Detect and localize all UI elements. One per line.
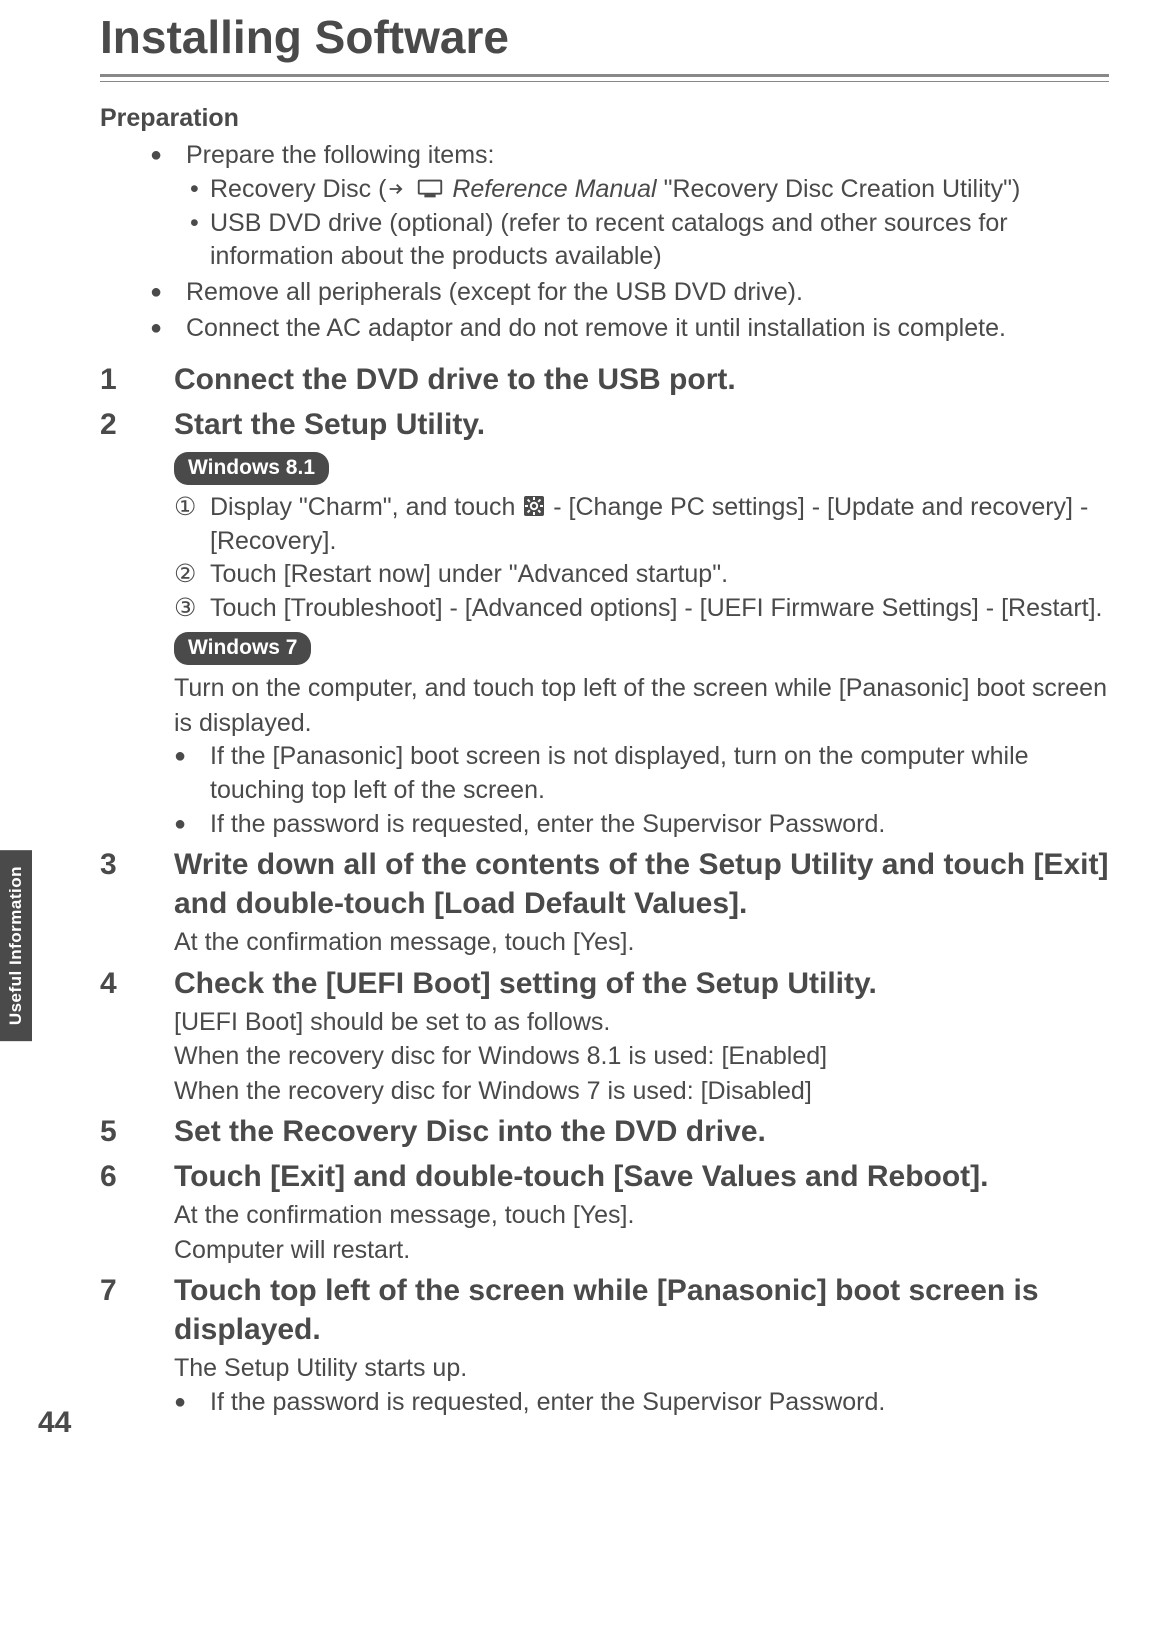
step-title: Check the [UEFI Boot] setting of the Set… [174,964,1109,1003]
preparation-list: Prepare the following items: Recovery Di… [100,139,1109,346]
step-title: Connect the DVD drive to the USB port. [174,360,1109,399]
step-number: 1 [100,360,174,401]
step-title: Set the Recovery Disc into the DVD drive… [174,1112,1109,1151]
step7-bullets: If the password is requested, enter the … [174,1386,1109,1420]
substep: ① Display "Charm", and touch - [Change P… [174,491,1109,559]
recovery-prefix: Recovery Disc ( [210,175,386,203]
step-detail: When the recovery disc for Windows 8.1 i… [174,1039,1109,1074]
steps-list: 1 Connect the DVD drive to the USB port.… [100,360,1109,1420]
reference-manual-icon [415,176,445,200]
step-title: Start the Setup Utility. [174,405,1109,444]
bullet-item: If the password is requested, enter the … [174,808,1109,842]
prep-text: Prepare the following items: [186,141,494,169]
step-1: 1 Connect the DVD drive to the USB port. [100,360,1109,401]
step-number: 4 [100,964,174,1109]
os-badge-win7: Windows 7 [174,632,311,665]
step-detail: The Setup Utility starts up. [174,1351,1109,1386]
step-2: 2 Start the Setup Utility. Windows 8.1 ①… [100,405,1109,842]
bullet-item: If the password is requested, enter the … [174,1386,1109,1420]
step-3: 3 Write down all of the contents of the … [100,845,1109,960]
step-number: 7 [100,1271,174,1419]
substep-text: Display "Charm", and touch [210,493,522,521]
step-detail: When the recovery disc for Windows 7 is … [174,1074,1109,1109]
substep: ③ Touch [Troubleshoot] - [Advanced optio… [174,592,1109,626]
step-detail: At the confirmation message, touch [Yes]… [174,925,1109,960]
document-page: Useful Information Installing Software P… [0,0,1169,1454]
os-badge-win81: Windows 8.1 [174,452,329,485]
step-detail: At the confirmation message, touch [Yes]… [174,1198,1109,1233]
step-detail: [UEFI Boot] should be set to as follows. [174,1005,1109,1040]
recovery-ref: Reference Manual [452,175,656,203]
step-5: 5 Set the Recovery Disc into the DVD dri… [100,1112,1109,1153]
prep-item: Prepare the following items: Recovery Di… [150,139,1109,274]
step-6: 6 Touch [Exit] and double-touch [Save Va… [100,1157,1109,1267]
step-detail: Computer will restart. [174,1233,1109,1268]
recovery-suffix: "Recovery Disc Creation Utility") [657,175,1021,203]
step-title: Touch [Exit] and double-touch [Save Valu… [174,1157,1109,1196]
preparation-heading: Preparation [100,104,1109,133]
prep-item: Connect the AC adaptor and do not remove… [150,312,1109,346]
step-number: 6 [100,1157,174,1267]
page-title: Installing Software [100,10,1109,64]
step-title: Write down all of the contents of the Se… [174,845,1109,923]
bullet-item: If the [Panasonic] boot screen is not di… [174,740,1109,808]
side-tab: Useful Information [0,850,32,1041]
title-rule [100,74,1109,82]
circled-2-icon: ② [174,558,196,592]
step-number: 3 [100,845,174,960]
win81-substeps: ① Display "Charm", and touch - [Change P… [174,491,1109,626]
prep-sub-recovery: Recovery Disc ( Reference Manual "Recove… [186,173,1109,207]
circled-1-icon: ① [174,491,196,525]
win7-text: Turn on the computer, and touch top left… [174,671,1109,740]
settings-gear-icon [522,494,546,518]
arrow-right-icon [386,178,408,200]
step-title: Touch top left of the screen while [Pana… [174,1271,1109,1349]
step-number: 2 [100,405,174,842]
circled-3-icon: ③ [174,592,196,626]
step-4: 4 Check the [UEFI Boot] setting of the S… [100,964,1109,1109]
prep-sub-usb: USB DVD drive (optional) (refer to recen… [186,207,1109,275]
page-number: 44 [38,1406,71,1440]
step-number: 5 [100,1112,174,1153]
substep-text: Touch [Restart now] under "Advanced star… [210,560,728,588]
substep: ② Touch [Restart now] under "Advanced st… [174,558,1109,592]
win7-bullets: If the [Panasonic] boot screen is not di… [174,740,1109,841]
prep-item: Remove all peripherals (except for the U… [150,276,1109,310]
substep-text: Touch [Troubleshoot] - [Advanced options… [210,594,1102,622]
step-7: 7 Touch top left of the screen while [Pa… [100,1271,1109,1419]
